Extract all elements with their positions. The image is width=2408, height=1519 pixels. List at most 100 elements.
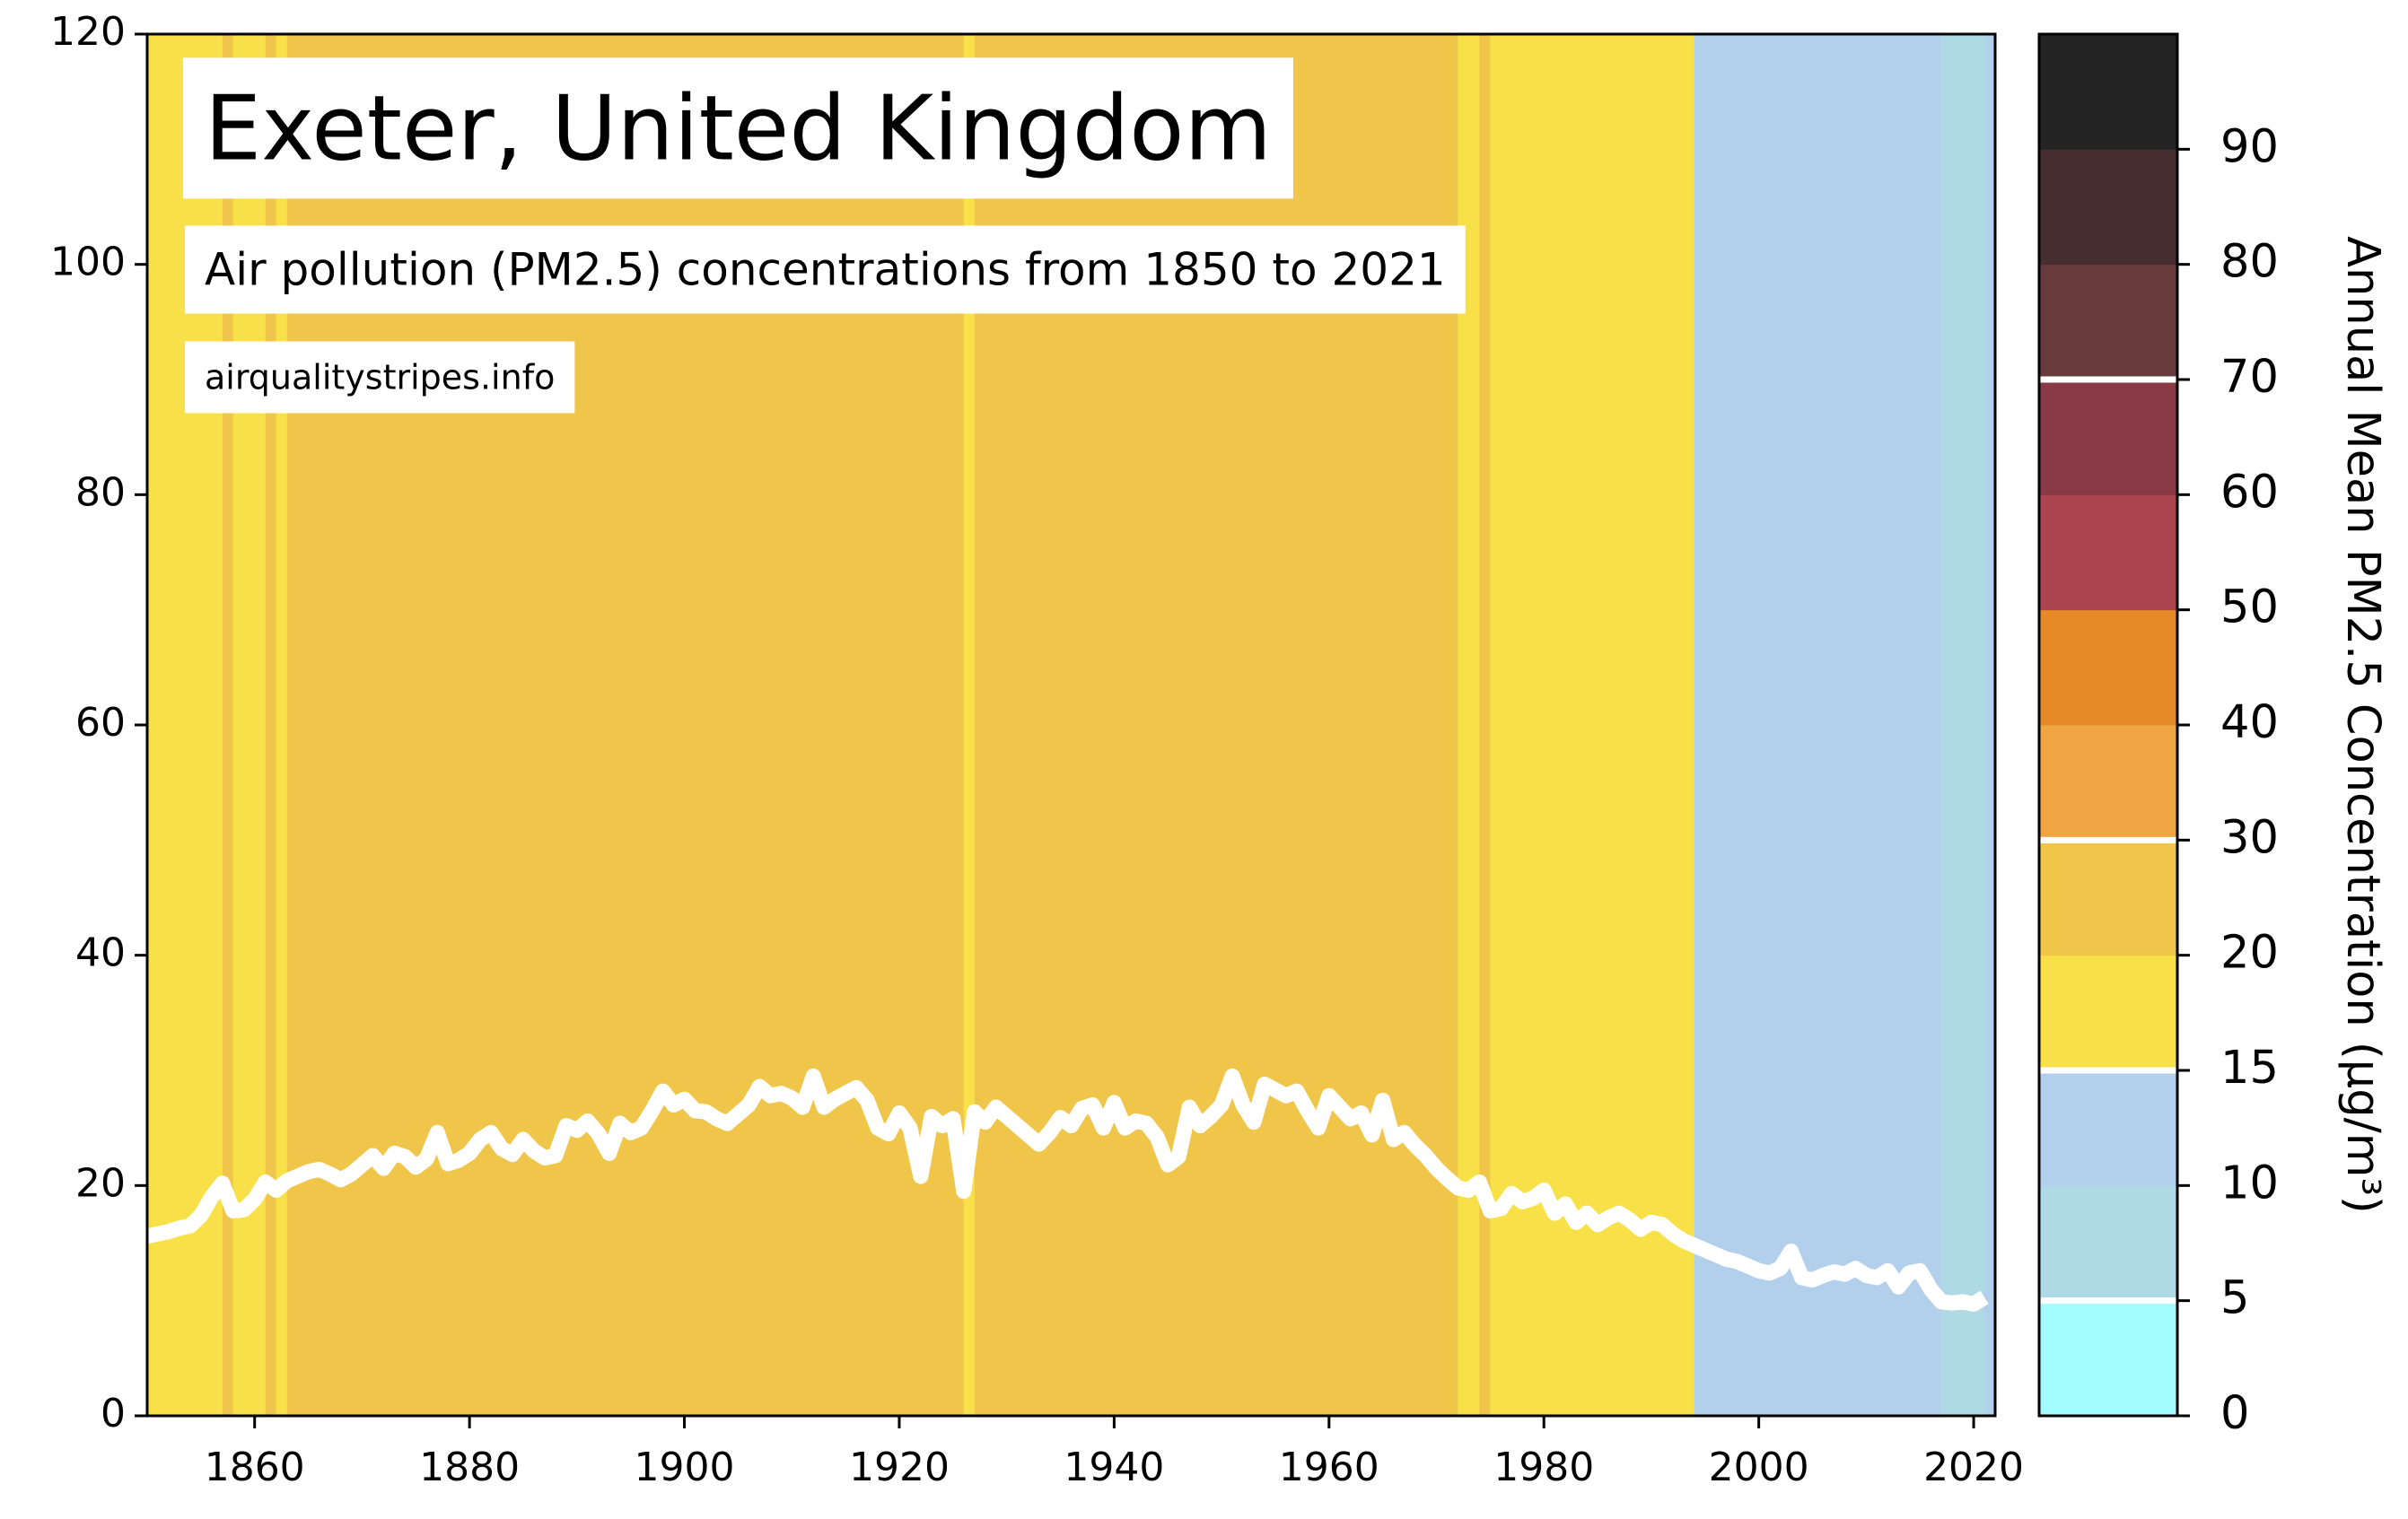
colorbar-band	[2039, 840, 2177, 956]
stripe	[963, 34, 976, 1416]
x-tick-label: 1960	[1279, 1445, 1379, 1490]
stripe	[856, 34, 868, 1416]
stripe	[931, 34, 943, 1416]
chart-source: airqualitystripes.info	[205, 358, 555, 397]
stripe	[1178, 34, 1190, 1416]
colorbar-tick-label: 70	[2220, 351, 2279, 404]
stripe	[1898, 34, 1910, 1416]
stripe	[1791, 34, 1803, 1416]
colorbar-tick-label: 80	[2220, 236, 2279, 289]
stripe	[1361, 34, 1373, 1416]
stripe	[1393, 34, 1405, 1416]
stripe	[1060, 34, 1073, 1416]
stripe	[576, 34, 589, 1416]
stripe	[1694, 34, 1706, 1416]
colorbar-band	[2039, 609, 2177, 726]
stripe	[1801, 34, 1814, 1416]
stripe	[1006, 34, 1019, 1416]
colorbar-tick-label: 5	[2220, 1272, 2249, 1325]
stripe	[1758, 34, 1771, 1416]
stripe	[1909, 34, 1921, 1416]
stripe	[1436, 34, 1449, 1416]
stripe	[1608, 34, 1620, 1416]
stripe	[781, 34, 792, 1416]
stripe	[835, 34, 846, 1416]
stripe	[1200, 34, 1212, 1416]
stripe	[1661, 34, 1674, 1416]
colorbar-band	[2039, 1070, 2177, 1186]
stripe	[662, 34, 675, 1416]
colorbar-tick-label: 50	[2220, 581, 2279, 634]
stripe	[1038, 34, 1051, 1416]
y-tick-label: 60	[75, 700, 126, 746]
stripe	[1425, 34, 1438, 1416]
colorbar-band	[2039, 149, 2177, 266]
stripe	[1812, 34, 1825, 1416]
stripe	[1598, 34, 1609, 1416]
stripe	[1533, 34, 1545, 1416]
stripe	[1877, 34, 1888, 1416]
stripe	[1414, 34, 1427, 1416]
chart-title-box	[183, 57, 1293, 199]
stripe	[1844, 34, 1856, 1416]
stripe	[920, 34, 933, 1416]
stripe	[1640, 34, 1652, 1416]
stripe	[1963, 34, 1975, 1416]
colorbar-band	[2039, 1300, 2177, 1417]
stripe	[1769, 34, 1782, 1416]
stripe	[1017, 34, 1029, 1416]
stripe	[630, 34, 643, 1416]
colorbar-band	[2039, 494, 2177, 611]
stripe	[749, 34, 760, 1416]
stripe	[952, 34, 965, 1416]
stripe	[1049, 34, 1062, 1416]
stripe	[1092, 34, 1105, 1416]
y-tick-label: 100	[50, 240, 126, 285]
stripe	[684, 34, 696, 1416]
stripe	[1834, 34, 1846, 1416]
stripe	[1941, 34, 1953, 1416]
stripe	[824, 34, 836, 1416]
stripe	[1339, 34, 1352, 1416]
stripe	[941, 34, 954, 1416]
stripe	[1887, 34, 1899, 1416]
stripe	[1264, 34, 1276, 1416]
stripe	[673, 34, 686, 1416]
stripe	[695, 34, 707, 1416]
stripe	[1737, 34, 1749, 1416]
stripe	[705, 34, 718, 1416]
stripe	[1458, 34, 1470, 1416]
stripe	[995, 34, 1008, 1416]
stripe	[716, 34, 729, 1416]
stripe	[1404, 34, 1416, 1416]
stripe	[1511, 34, 1523, 1416]
stripe	[738, 34, 749, 1416]
stripe	[1704, 34, 1717, 1416]
colorbar-label: Annual Mean PM2.5 Concentration (μg/m³)	[2336, 236, 2389, 1214]
stripe	[1554, 34, 1566, 1416]
stripe	[1071, 34, 1083, 1416]
stripe	[1146, 34, 1158, 1416]
stripe	[1501, 34, 1512, 1416]
colorbar-tick-label: 30	[2220, 811, 2279, 864]
stripe	[1780, 34, 1792, 1416]
x-tick-label: 1860	[205, 1445, 305, 1490]
y-tick-label: 40	[75, 930, 126, 976]
stripe	[1447, 34, 1459, 1416]
stripe	[1103, 34, 1115, 1416]
stripe	[1350, 34, 1362, 1416]
stripe	[1318, 34, 1330, 1416]
colorbar-tick-label: 40	[2220, 696, 2279, 749]
stripe	[1479, 34, 1491, 1416]
colorbar-tick-label: 15	[2220, 1042, 2279, 1095]
x-tick-label: 1900	[635, 1445, 735, 1490]
stripe	[985, 34, 997, 1416]
stripe	[1984, 34, 1996, 1416]
colorbar-band	[2039, 264, 2177, 380]
stripe	[1371, 34, 1384, 1416]
stripe	[759, 34, 771, 1416]
stripe	[1931, 34, 1942, 1416]
colorbar-band	[2039, 34, 2177, 150]
stripe	[898, 34, 911, 1416]
